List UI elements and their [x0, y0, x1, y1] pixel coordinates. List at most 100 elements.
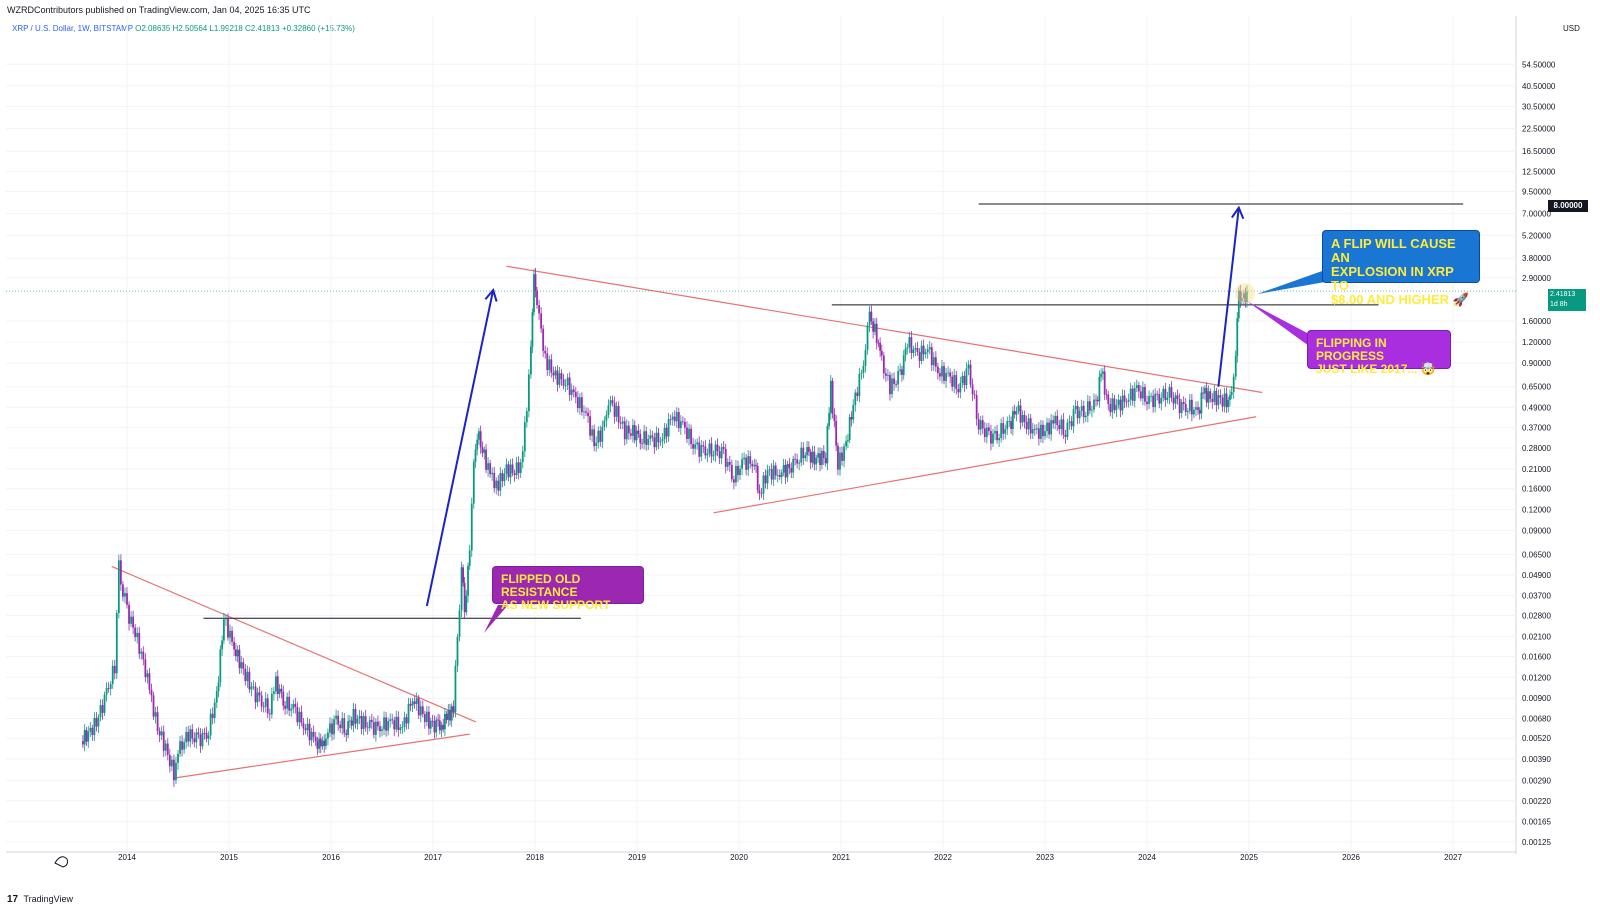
- candle-body: [93, 717, 96, 736]
- candle-body: [1025, 421, 1028, 430]
- candle-body: [1084, 415, 1087, 418]
- candle-body: [772, 465, 775, 480]
- candle-body: [1050, 420, 1053, 435]
- trendlines-layer: [111, 265, 1263, 779]
- candle-body: [965, 368, 968, 386]
- candle-body: [1040, 424, 1042, 439]
- candle-body: [360, 715, 363, 729]
- candle-body: [540, 313, 543, 329]
- candle-body: [1142, 387, 1144, 399]
- candle-body: [181, 741, 183, 750]
- candle-body: [534, 274, 537, 291]
- candle-body: [1019, 405, 1022, 423]
- candle-body: [1000, 423, 1003, 439]
- candle-body: [1082, 405, 1085, 418]
- dinosaur-icon: [54, 856, 68, 868]
- tradingview-footer[interactable]: 17 TradingView: [7, 894, 73, 905]
- candle-body: [389, 719, 392, 721]
- candle-body: [704, 446, 707, 456]
- candle-body: [1217, 395, 1220, 406]
- candle-body: [442, 724, 445, 730]
- candle-body: [438, 720, 441, 731]
- candle-body: [1182, 402, 1185, 404]
- candle-body: [1037, 428, 1040, 439]
- candle-body: [589, 416, 591, 436]
- candle-body: [262, 706, 265, 708]
- candle-body: [1062, 419, 1065, 435]
- candle-body: [690, 428, 692, 444]
- candle-body: [1174, 395, 1177, 404]
- candle-body: [223, 619, 225, 641]
- candle-body: [1172, 397, 1175, 404]
- candle-body: [806, 447, 808, 456]
- candle-body: [428, 711, 430, 729]
- candle-body: [345, 733, 348, 736]
- candle-body: [649, 435, 652, 439]
- candle-body: [979, 420, 982, 430]
- candle-body: [1107, 394, 1110, 404]
- price-tick-label: 5.20000: [1522, 231, 1551, 240]
- callout-line: FLIPPING IN PROGRESS: [1316, 336, 1387, 363]
- symbol-legend: XRP / U.S. Dollar, 1W, BITSTAMP O2.08635…: [12, 24, 355, 33]
- candle-body: [1211, 398, 1214, 402]
- candle-body: [953, 375, 956, 387]
- candle-body: [716, 444, 719, 452]
- candle-body: [101, 705, 104, 713]
- candle-body: [286, 696, 289, 709]
- candle-body: [1229, 395, 1231, 401]
- candle-body: [347, 721, 349, 736]
- candle-body: [796, 459, 799, 464]
- candle-body: [1008, 421, 1011, 422]
- candle-body: [377, 721, 379, 727]
- candle-body: [959, 383, 962, 393]
- candle-body: [413, 701, 416, 705]
- chart-grid: [6, 16, 1517, 854]
- candle-body: [542, 328, 545, 351]
- price-tick-label: 0.00520: [1522, 734, 1551, 743]
- candle-body: [122, 584, 124, 597]
- candle-body: [554, 370, 557, 376]
- candle-body: [1234, 355, 1237, 377]
- callout-flipped-support[interactable]: FLIPPED OLD RESISTANCE AS NEW SUPPORT: [492, 566, 644, 612]
- candle-body: [1195, 407, 1197, 410]
- candle-body: [166, 743, 169, 755]
- candle-body: [462, 567, 464, 583]
- candle-body: [720, 447, 723, 459]
- candle-body: [205, 732, 208, 739]
- time-tick-label: 2024: [1138, 853, 1156, 862]
- candle-body: [323, 740, 326, 746]
- candle-body: [585, 411, 587, 413]
- candle-body: [837, 445, 839, 470]
- candle-body: [967, 364, 970, 369]
- candle-body: [988, 427, 990, 431]
- candle-body: [362, 716, 365, 729]
- candle-body: [629, 433, 632, 436]
- candle-body: [254, 686, 257, 703]
- candle-body: [914, 347, 917, 350]
- candle-body: [154, 712, 157, 717]
- candle-body: [530, 346, 532, 375]
- currency-label[interactable]: USD: [1563, 24, 1580, 33]
- candle-body: [1015, 411, 1018, 415]
- price-tick-label: 0.12000: [1522, 506, 1551, 515]
- candle-body: [306, 723, 309, 731]
- candle-body: [667, 419, 670, 437]
- candle-body: [429, 720, 432, 729]
- candle-body: [706, 453, 709, 456]
- candle-body: [1139, 391, 1142, 399]
- callout-flip-explosion[interactable]: A FLIP WILL CAUSE AN EXPLOSION IN XRP TO…: [1322, 230, 1480, 307]
- candle-body: [868, 311, 871, 326]
- candle-body: [1190, 399, 1193, 415]
- candle-body: [679, 421, 682, 429]
- candle-body: [203, 732, 206, 734]
- candle-body: [278, 688, 281, 695]
- candle-body: [603, 420, 606, 427]
- time-tick-label: 2017: [424, 853, 442, 862]
- candle-body: [1004, 429, 1007, 434]
- candle-body: [1017, 405, 1020, 412]
- candle-body: [341, 718, 344, 729]
- callout-flipping-progress[interactable]: FLIPPING IN PROGRESS JUST LIKE 2017... 🤯: [1307, 330, 1451, 376]
- callout-line: FLIPPED OLD RESISTANCE: [501, 572, 581, 599]
- candle-body: [292, 703, 295, 709]
